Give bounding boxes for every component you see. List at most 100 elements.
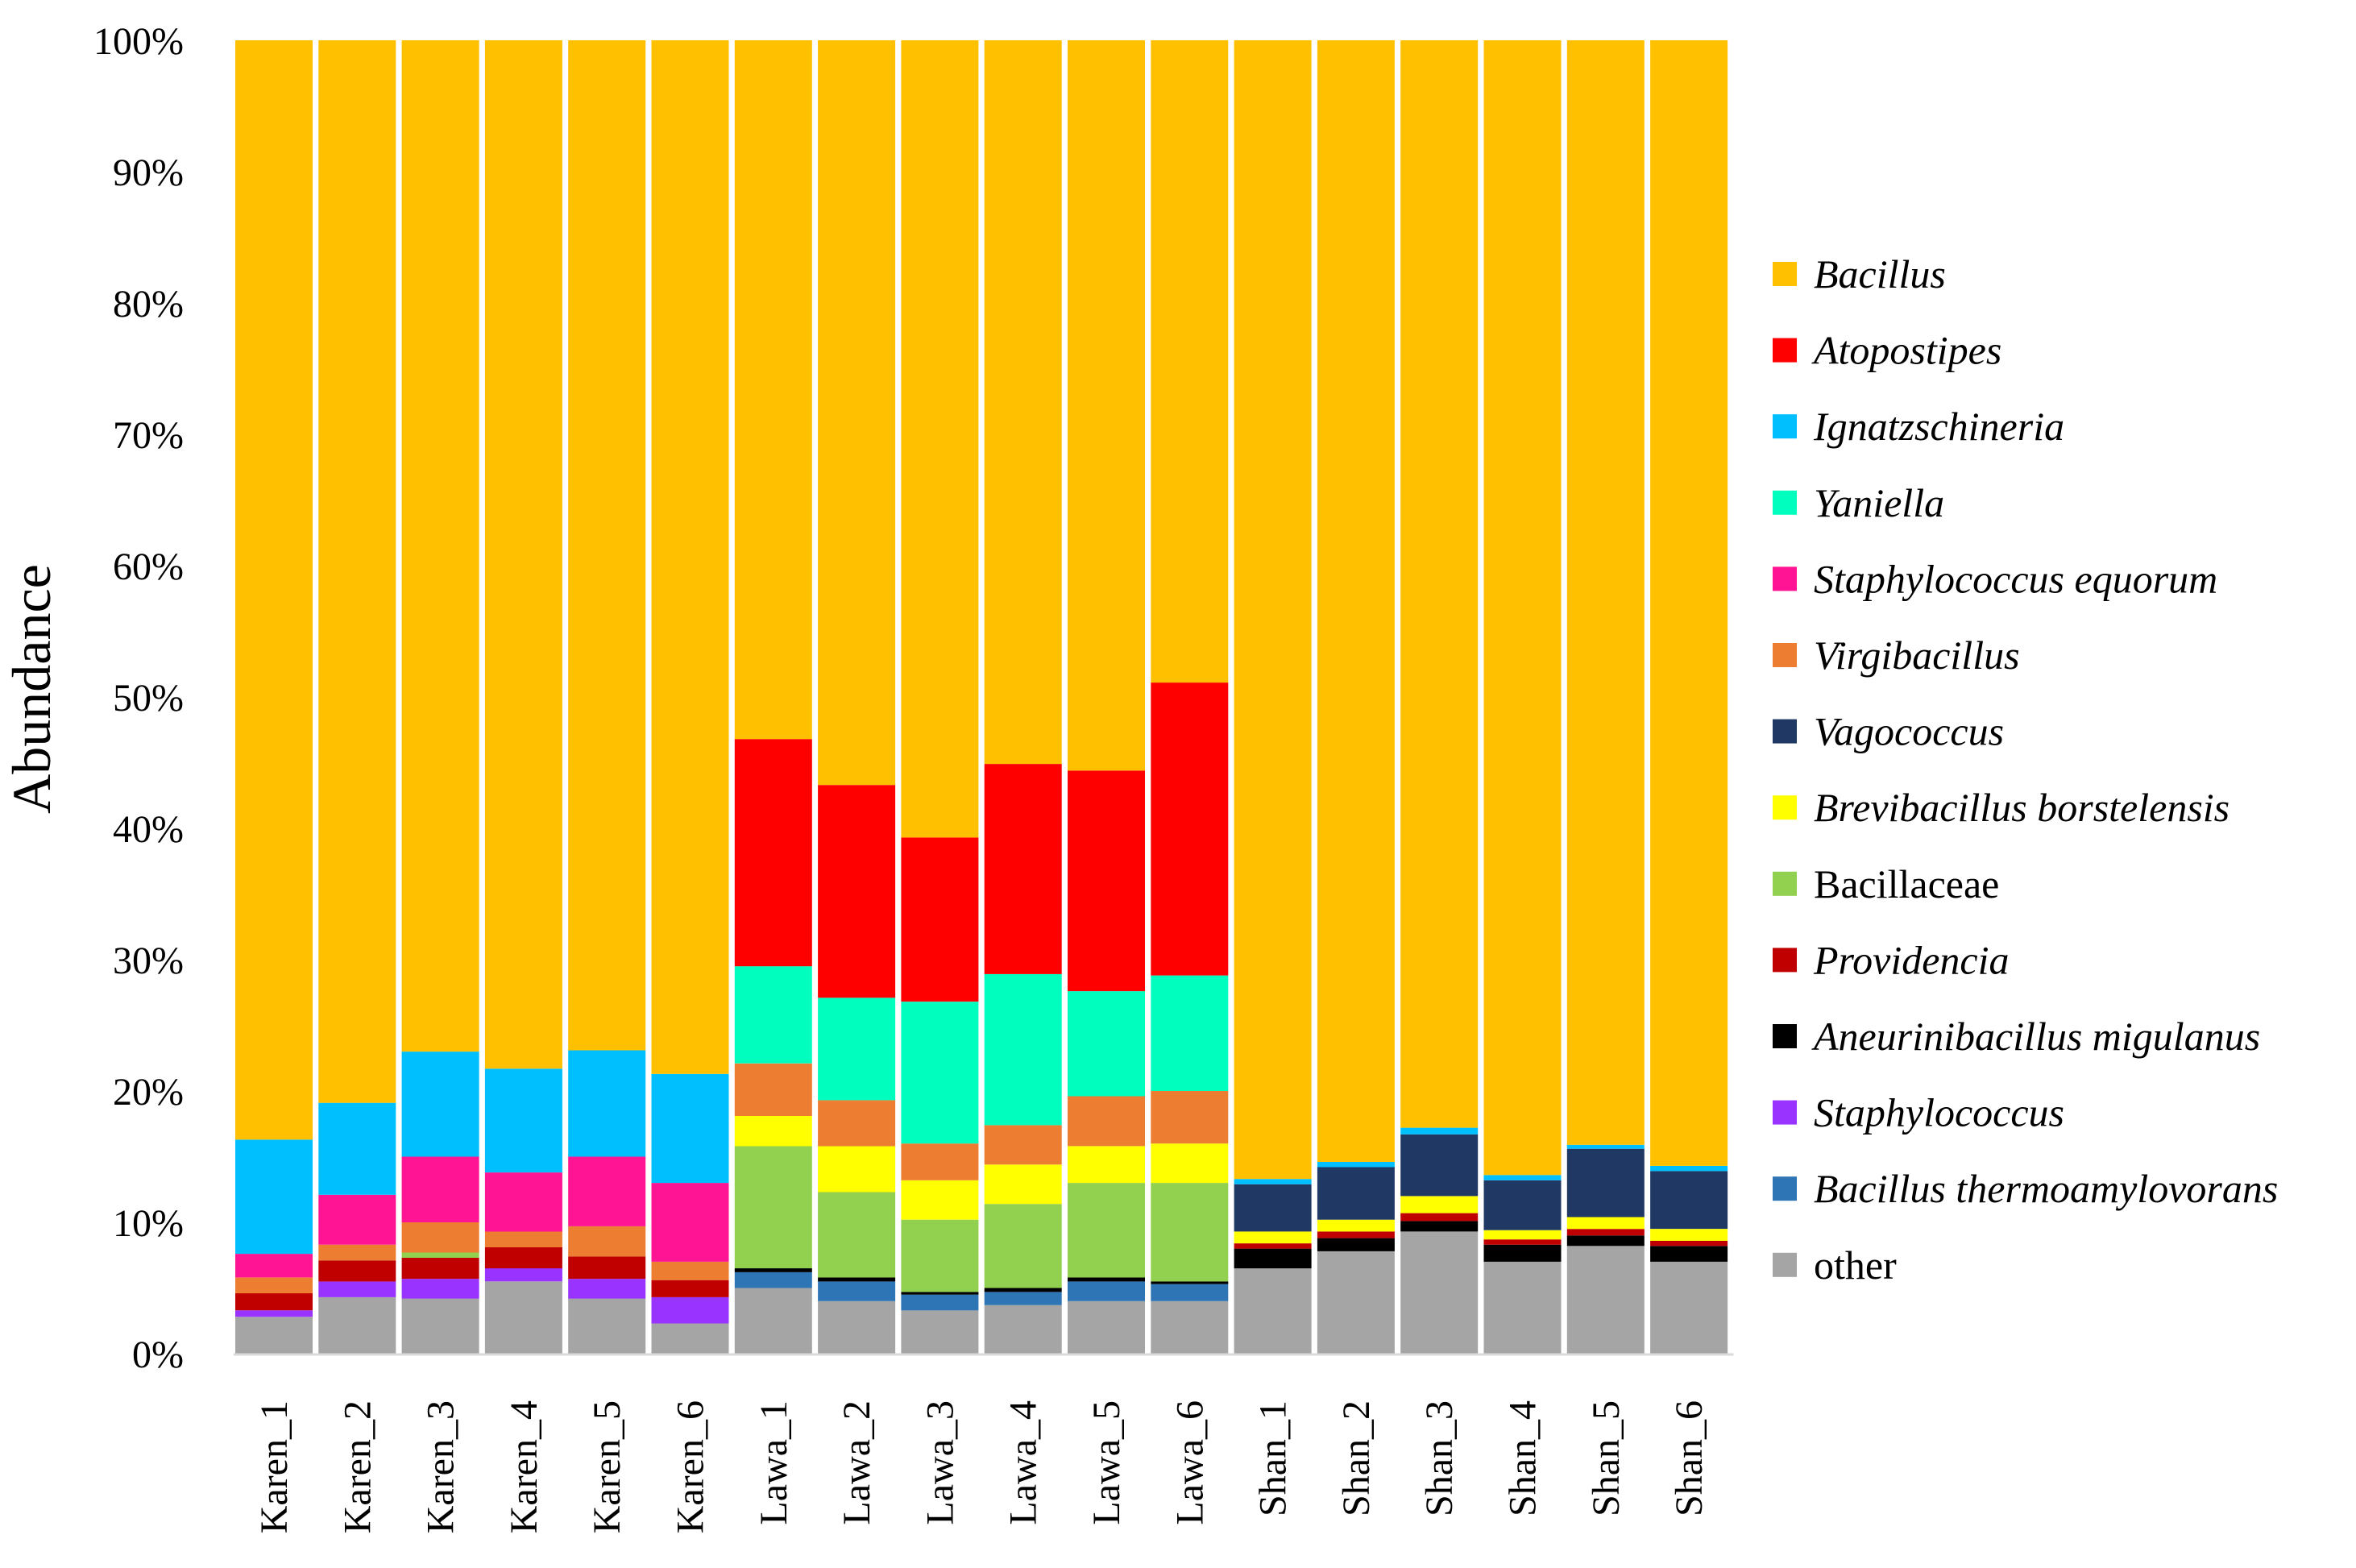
x-tick-label: Lawa_5 — [1085, 1400, 1128, 1525]
legend-item-providencia: Providencia — [1773, 937, 2010, 982]
bar-segment-karen-1-staphylococcus-equorum — [235, 1254, 313, 1278]
bar-segment-lawa-2-bacillaceae — [818, 1192, 896, 1278]
bar-segment-karen-4-bacillus — [484, 40, 562, 1069]
bar-segment-karen-4-ignatzschineria — [484, 1068, 562, 1173]
bar-segment-lawa-4-bacillus-thermoamylovorans — [984, 1292, 1062, 1305]
bar-segment-karen-1-bacillus — [235, 40, 313, 1140]
x-tick-label: Karen_4 — [503, 1400, 545, 1533]
bar-segment-lawa-1-other — [734, 1288, 812, 1354]
bar-segment-karen-4-virgibacillus — [484, 1231, 562, 1247]
bar-segment-shan-2-brevibacillus-borstelensis — [1317, 1219, 1395, 1232]
x-tick-label: Lawa_3 — [919, 1400, 961, 1525]
legend-item-bacillus: Bacillus — [1773, 251, 1946, 297]
bar-segment-karen-5-ignatzschineria — [568, 1050, 646, 1157]
bar-segment-lawa-6-brevibacillus-borstelensis — [1151, 1143, 1229, 1184]
bar-segment-lawa-2-atopostipes — [818, 785, 896, 998]
bar-segment-karen-3-bacillus — [401, 40, 479, 1052]
legend-swatch — [1773, 795, 1797, 820]
bar-segment-lawa-1-bacillaceae — [734, 1146, 812, 1269]
x-tick-label: Lawa_4 — [1002, 1400, 1045, 1525]
bar-segment-shan-3-providencia — [1400, 1213, 1479, 1222]
bar-segment-shan-2-aneurinibacillus-migulanus — [1317, 1238, 1395, 1251]
bar-segment-karen-1-staphylococcus — [235, 1310, 313, 1317]
bar-segment-karen-1-other — [235, 1317, 313, 1354]
bar-segment-lawa-1-aneurinibacillus-migulanus — [734, 1268, 812, 1272]
legend-item-ignatzschineria: Ignatzschineria — [1773, 404, 2064, 449]
bar-segment-lawa-2-aneurinibacillus-migulanus — [818, 1277, 896, 1282]
bar-segment-karen-2-ignatzschineria — [318, 1102, 396, 1195]
x-tick-label: Karen_5 — [586, 1400, 628, 1533]
legend-item-other: other — [1773, 1242, 1897, 1288]
legend-label: Brevibacillus borstelensis — [1814, 785, 2229, 830]
bar-segment-karen-1-virgibacillus — [235, 1277, 313, 1294]
bar-segment-shan-2-other — [1317, 1251, 1395, 1354]
legend-item-bacillus-thermoamylovorans: Bacillus thermoamylovorans — [1773, 1166, 2278, 1211]
legend-swatch — [1773, 871, 1797, 896]
y-tick-label: 0% — [132, 1334, 184, 1376]
bar-segment-shan-2-providencia — [1317, 1231, 1395, 1238]
legend-swatch — [1773, 1252, 1797, 1277]
bar-segment-shan-5-bacillus — [1566, 40, 1645, 1145]
legend-swatch — [1773, 414, 1797, 439]
bar-segment-karen-3-bacillaceae — [401, 1252, 479, 1258]
bar-segment-karen-6-staphylococcus — [651, 1296, 729, 1324]
bar-segment-lawa-5-other — [1068, 1300, 1145, 1354]
legend-label: Vagococcus — [1814, 709, 2004, 754]
bar-segment-lawa-6-bacillus-thermoamylovorans — [1151, 1284, 1229, 1301]
bar-segment-karen-2-providencia — [318, 1260, 396, 1282]
bar-segment-lawa-3-bacillus-thermoamylovorans — [901, 1294, 979, 1311]
bar-segment-shan-3-ignatzschineria — [1400, 1127, 1479, 1135]
y-axis: 0% 10% 20% 30% 40% 50% 60% 70% 80% 90% 100% — [93, 20, 184, 1376]
x-tick-label: Shan_6 — [1668, 1400, 1711, 1516]
x-tick-label: Karen_3 — [420, 1400, 462, 1533]
bar-segment-shan-3-vagococcus — [1400, 1134, 1479, 1197]
bar-segment-karen-6-other — [651, 1323, 729, 1354]
legend-swatch — [1773, 719, 1797, 744]
bar-segment-shan-2-ignatzschineria — [1317, 1162, 1395, 1168]
bar-segment-lawa-6-virgibacillus — [1151, 1091, 1229, 1144]
x-tick-label: Shan_5 — [1585, 1400, 1628, 1516]
legend-item-bacillaceae: Bacillaceae — [1773, 861, 1999, 906]
bar-segment-karen-4-other — [484, 1281, 562, 1354]
bar-segment-karen-1-ignatzschineria — [235, 1139, 313, 1255]
legend-swatch — [1773, 643, 1797, 667]
bar-segment-karen-5-staphylococcus-equorum — [568, 1156, 646, 1226]
bar-segment-shan-1-providencia — [1234, 1243, 1312, 1249]
bar-segment-lawa-3-atopostipes — [901, 837, 979, 1002]
legend-item-staphylococcus-equorum: Staphylococcus equorum — [1773, 556, 2217, 601]
bar-segment-lawa-4-brevibacillus-borstelensis — [984, 1164, 1062, 1205]
bar-segment-lawa-5-bacillus-thermoamylovorans — [1068, 1281, 1145, 1301]
bar-segment-shan-2-bacillus — [1317, 40, 1395, 1162]
bar-segment-shan-3-bacillus — [1400, 40, 1479, 1128]
bar-segment-shan-1-aneurinibacillus-migulanus — [1234, 1248, 1312, 1269]
x-tick-label: Shan_4 — [1502, 1400, 1545, 1516]
bar-segment-shan-1-ignatzschineria — [1234, 1179, 1312, 1184]
legend-label: Staphylococcus equorum — [1814, 556, 2217, 601]
bar-segment-shan-4-bacillus — [1483, 40, 1562, 1176]
bar-segment-karen-6-staphylococcus-equorum — [651, 1183, 729, 1262]
bar-segment-karen-6-providencia — [651, 1280, 729, 1297]
y-tick-label: 30% — [113, 940, 184, 982]
bar-segment-karen-4-staphylococcus — [484, 1268, 562, 1282]
legend-swatch — [1773, 1176, 1797, 1201]
legend-label: Bacillaceae — [1814, 861, 1999, 906]
bar-segment-karen-2-virgibacillus — [318, 1244, 396, 1261]
bar-segment-lawa-2-bacillus-thermoamylovorans — [818, 1281, 896, 1301]
bar-segment-lawa-2-virgibacillus — [818, 1100, 896, 1147]
bar-segment-karen-4-providencia — [484, 1247, 562, 1269]
bar-segment-shan-3-aneurinibacillus-migulanus — [1400, 1221, 1479, 1232]
bar-segment-shan-6-brevibacillus-borstelensis — [1650, 1229, 1728, 1241]
legend-item-atopostipes: Atopostipes — [1773, 328, 2001, 373]
bar-segment-karen-5-bacillus — [568, 40, 646, 1051]
bar-segment-lawa-4-bacillaceae — [984, 1204, 1062, 1288]
bar-segment-karen-5-other — [568, 1298, 646, 1354]
bar-segment-shan-4-providencia — [1483, 1239, 1562, 1245]
bar-segment-karen-2-staphylococcus-equorum — [318, 1194, 396, 1245]
legend-label: Atopostipes — [1811, 328, 2001, 373]
bar-segment-shan-5-other — [1566, 1246, 1645, 1354]
bar-segment-karen-3-ignatzschineria — [401, 1052, 479, 1157]
bar-segment-lawa-2-yaniella — [818, 998, 896, 1101]
y-tick-label: 40% — [113, 808, 184, 851]
bar-segment-shan-6-aneurinibacillus-migulanus — [1650, 1246, 1728, 1262]
bar-segment-lawa-4-virgibacillus — [984, 1125, 1062, 1165]
